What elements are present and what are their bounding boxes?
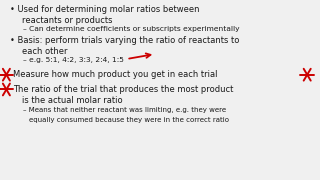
- Text: reactants or products: reactants or products: [22, 16, 112, 25]
- Text: equally consumed because they were in the correct ratio: equally consumed because they were in th…: [29, 117, 229, 123]
- Text: – Can determine coefficients or subscripts experimentally: – Can determine coefficients or subscrip…: [23, 26, 240, 32]
- Text: each other: each other: [22, 47, 67, 56]
- Text: • Used for determining molar ratios between: • Used for determining molar ratios betw…: [10, 5, 199, 14]
- Text: • Basis: perform trials varying the ratio of reactants to: • Basis: perform trials varying the rati…: [10, 36, 239, 45]
- Text: The ratio of the trial that produces the most product: The ratio of the trial that produces the…: [13, 85, 233, 94]
- Text: – Means that neither reactant was limiting, e.g. they were: – Means that neither reactant was limiti…: [23, 107, 226, 113]
- Text: is the actual molar ratio: is the actual molar ratio: [22, 96, 122, 105]
- Text: – e.g. 5:1, 4:2, 3:3, 2:4, 1:5: – e.g. 5:1, 4:2, 3:3, 2:4, 1:5: [23, 57, 124, 63]
- Text: Measure how much product you get in each trial: Measure how much product you get in each…: [13, 70, 217, 79]
